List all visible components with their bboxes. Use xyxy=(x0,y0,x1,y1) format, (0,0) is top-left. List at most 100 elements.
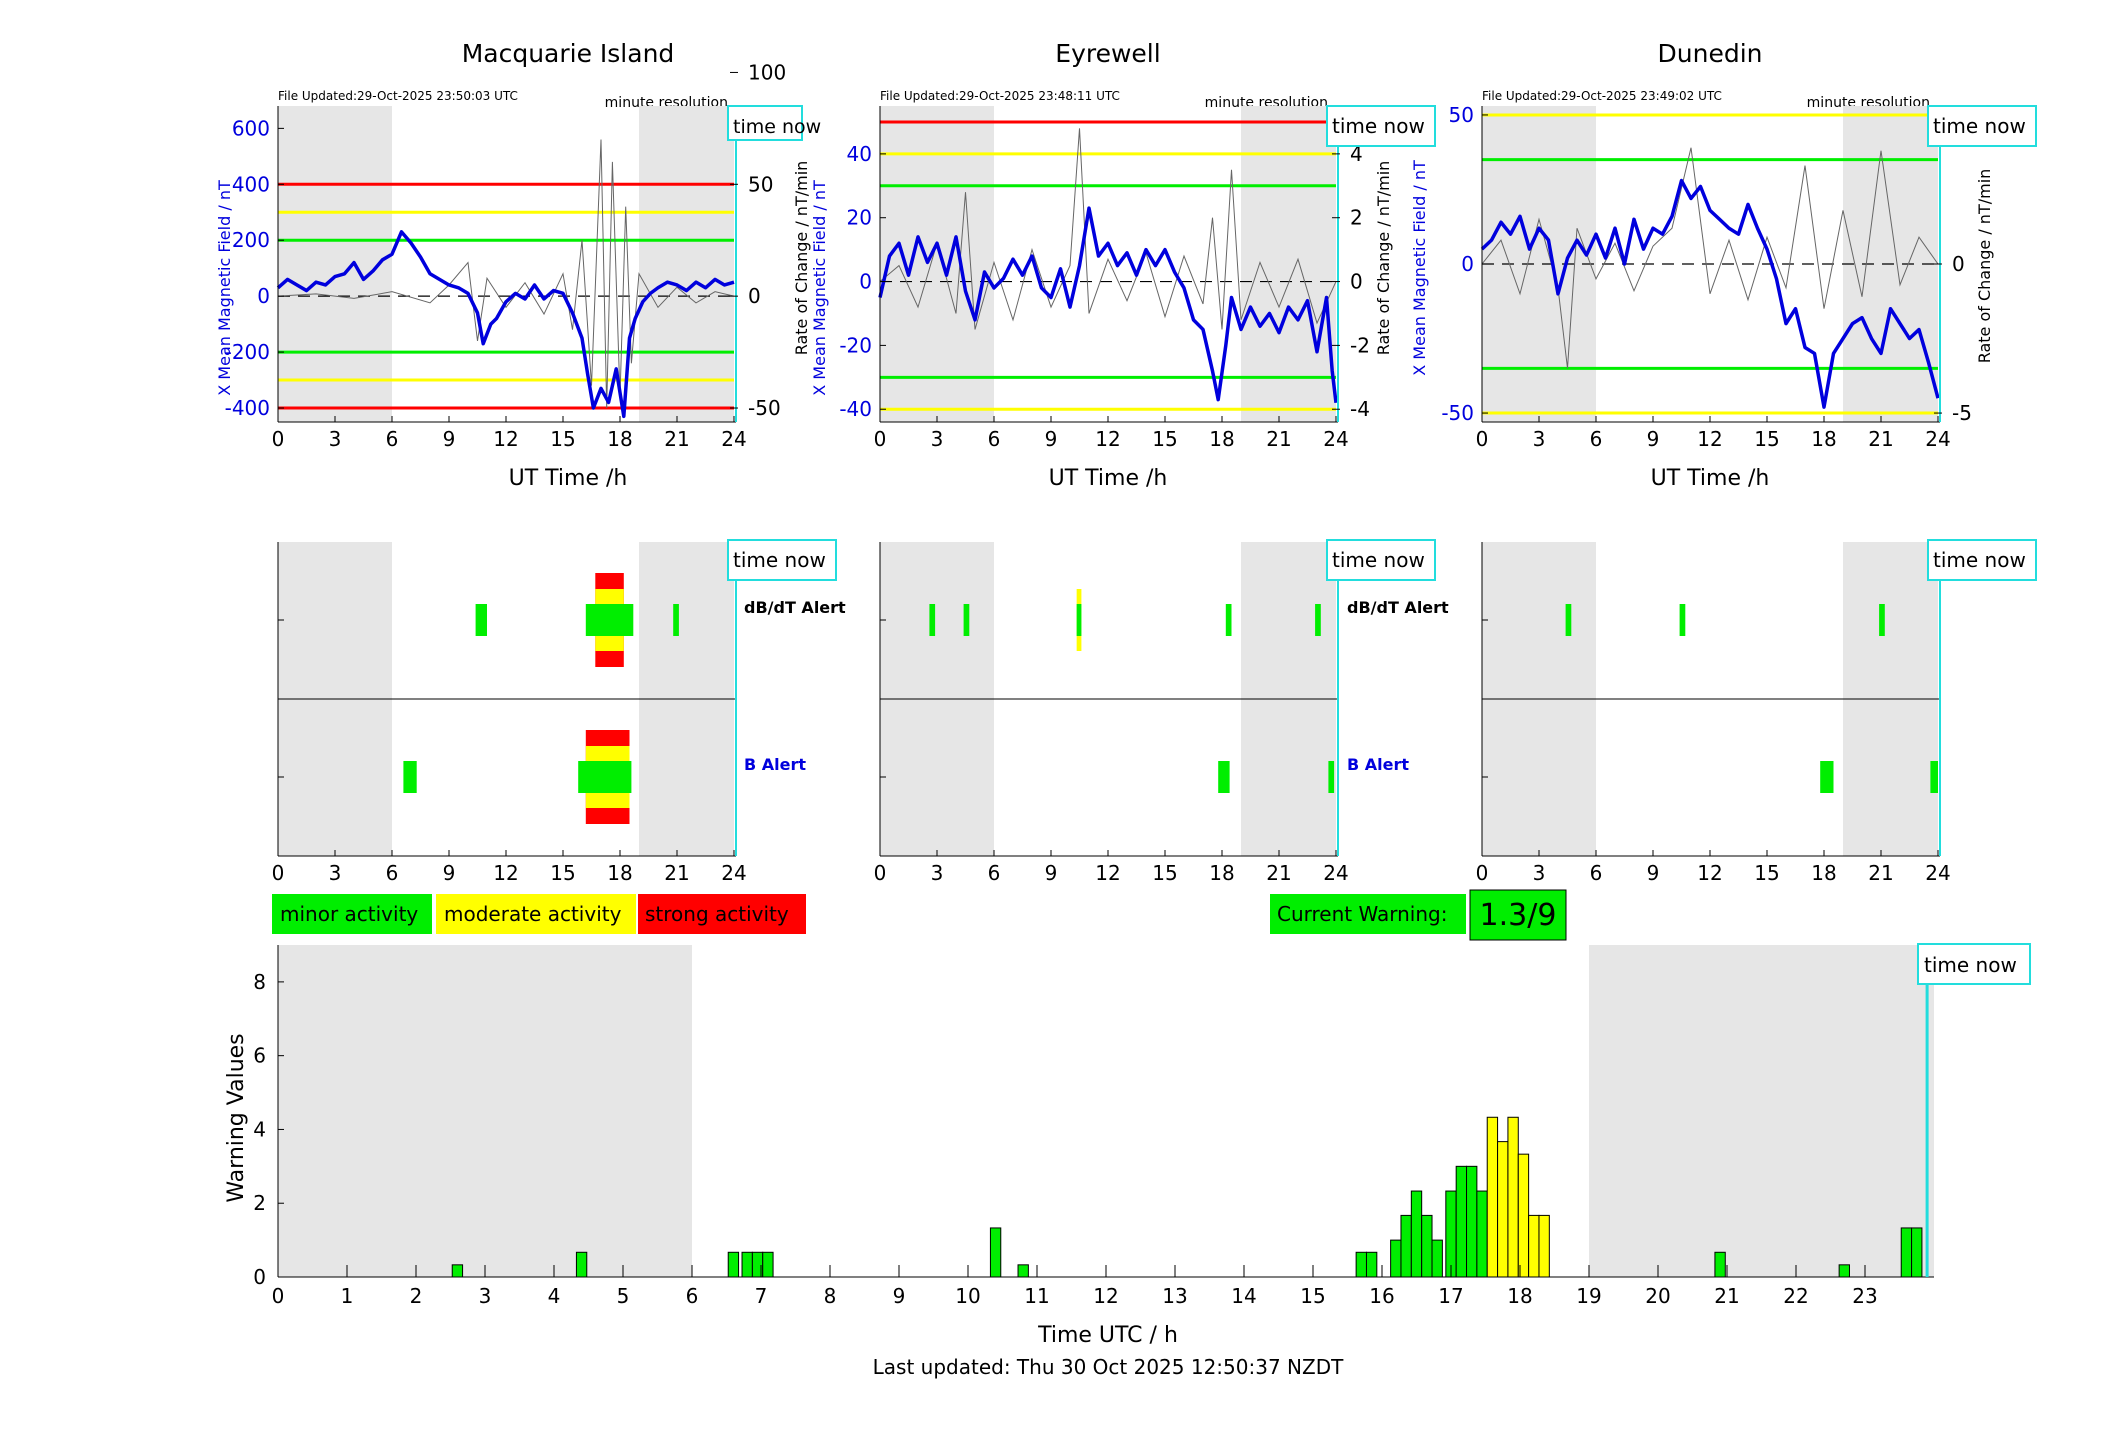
x-tick-label: 3 xyxy=(1533,427,1546,451)
alert-segment-minor xyxy=(929,604,936,636)
time-now-box xyxy=(727,539,837,581)
warning-x-axis-label: Time UTC / h xyxy=(1037,1323,1178,1348)
x-tick-label: 9 xyxy=(1045,861,1058,885)
site-title: Macquarie Island xyxy=(462,39,675,68)
night-shading xyxy=(639,106,734,422)
alert-segment-minor xyxy=(1315,604,1321,636)
y-tick-label: 4 xyxy=(253,1117,266,1141)
time-now-label: time now xyxy=(1933,114,2026,138)
right-axis-label: Rate of Change / nT/min xyxy=(792,161,811,356)
right-tick-label: 0 xyxy=(748,284,761,308)
alert-segment-minor xyxy=(1820,761,1834,793)
warning-bar xyxy=(1431,1239,1443,1278)
right-tick-label: 0 xyxy=(1350,270,1363,294)
warning-bar xyxy=(1900,1227,1913,1278)
alert-segment-minor xyxy=(475,604,487,636)
left-tick-label: -50 xyxy=(1441,401,1474,425)
alert-segment-minor xyxy=(1076,604,1082,636)
alert-segment-minor xyxy=(1565,604,1572,636)
legend-moderate-label: moderate activity xyxy=(444,902,622,926)
magnetic-field-line xyxy=(276,230,735,419)
night-shading xyxy=(1589,945,1934,1277)
left-tick-label: 0 xyxy=(1461,252,1474,276)
x-tick-label: 7 xyxy=(755,1284,768,1308)
alert-segment-minor xyxy=(585,604,634,636)
x-tick-label: 15 xyxy=(1152,427,1177,451)
x-tick-label: 6 xyxy=(988,861,1001,885)
x-tick-label: 3 xyxy=(931,861,944,885)
x-tick-label: 23 xyxy=(1852,1284,1877,1308)
dbdt-alert-label: dB/dT Alert xyxy=(744,598,846,617)
x-tick-label: 24 xyxy=(721,861,746,885)
warning-bar xyxy=(989,1227,1002,1278)
current-warning-label-box xyxy=(1270,894,1466,934)
time-now-label: time now xyxy=(733,548,826,572)
x-tick-label: 12 xyxy=(1093,1284,1118,1308)
warning-bar xyxy=(1714,1251,1726,1278)
warning-bar xyxy=(762,1251,774,1278)
time-now-box xyxy=(1917,943,2031,985)
x-tick-label: 9 xyxy=(1045,427,1058,451)
x-tick-label: 3 xyxy=(329,861,342,885)
y-tick-label: 8 xyxy=(253,970,266,994)
x-tick-label: 6 xyxy=(386,861,399,885)
right-tick-label: 100 xyxy=(748,60,786,84)
site-title: Eyrewell xyxy=(1055,39,1160,68)
x-tick-label: 10 xyxy=(955,1284,980,1308)
legend-strong-swatch xyxy=(638,894,806,934)
x-tick-label: 8 xyxy=(824,1284,837,1308)
x-tick-label: 24 xyxy=(721,427,746,451)
left-axis-label: X Mean Magnetic Field / nT xyxy=(810,180,829,396)
warning-bar xyxy=(1911,1227,1923,1278)
site-panel-dunedin: Dunedin File Updated:29-Oct-2025 23:49:0… xyxy=(1410,39,2037,885)
warning-bar xyxy=(1486,1116,1499,1278)
left-axis-label: X Mean Magnetic Field / nT xyxy=(215,180,234,396)
x-tick-label: 24 xyxy=(1323,427,1348,451)
left-tick-label: 20 xyxy=(847,206,872,230)
b-alert-label: B Alert xyxy=(1347,755,1409,774)
x-tick-label: 22 xyxy=(1783,1284,1808,1308)
x-tick-label: 6 xyxy=(1590,427,1603,451)
alert-segment-minor xyxy=(673,604,679,636)
x-tick-label: 18 xyxy=(1209,861,1234,885)
alert-segment-minor xyxy=(1879,604,1885,636)
x-tick-label: 9 xyxy=(1647,861,1660,885)
x-tick-label: 18 xyxy=(1811,427,1836,451)
right-tick-label: -50 xyxy=(748,396,781,420)
site-panel-macquarie: Macquarie Island File Updated:29-Oct-202… xyxy=(215,39,846,885)
rate-of-change-line xyxy=(1481,147,1939,369)
x-tick-label: 6 xyxy=(1590,861,1603,885)
time-now-label: time now xyxy=(733,116,821,138)
left-tick-label: 0 xyxy=(257,284,270,308)
warning-bar xyxy=(727,1251,740,1278)
x-tick-label: 21 xyxy=(664,861,689,885)
alert-segment-minor xyxy=(403,761,417,793)
right-tick-label: -5 xyxy=(1952,401,1972,425)
alert-segment-minor xyxy=(1225,604,1232,636)
warning-bar xyxy=(1410,1190,1423,1278)
right-tick-label: -2 xyxy=(1350,333,1370,357)
activity-legend: minor activity moderate activity strong … xyxy=(272,894,806,934)
legend-strong-label: strong activity xyxy=(645,902,789,926)
warning-bar xyxy=(1538,1214,1550,1278)
alert-chart-eyrewell: 0 3 6 9 12 15 18 21 24 xyxy=(874,542,1349,885)
warning-bar xyxy=(741,1251,753,1278)
night-shading xyxy=(278,106,392,422)
x-tick-label: 3 xyxy=(479,1284,492,1308)
current-warning: Current Warning: 1.3/9 xyxy=(1270,889,1567,941)
right-axis-label: Rate of Change / nT/min xyxy=(1975,169,1994,364)
legend-moderate-swatch xyxy=(436,894,636,934)
current-warning-value-box xyxy=(1469,889,1567,941)
warning-bar xyxy=(1017,1264,1029,1278)
warning-bar xyxy=(1466,1165,1478,1278)
x-tick-label: 0 xyxy=(272,427,285,451)
rate-of-change-line xyxy=(879,128,1337,330)
x-axis-label: UT Time /h xyxy=(1651,466,1770,491)
alert-chart-dunedin: 0 3 6 9 12 15 18 21 24 xyxy=(1476,542,1951,885)
left-tick-label: -200 xyxy=(225,340,270,364)
x-tick-label: 4 xyxy=(548,1284,561,1308)
x-tick-label: 15 xyxy=(1300,1284,1325,1308)
